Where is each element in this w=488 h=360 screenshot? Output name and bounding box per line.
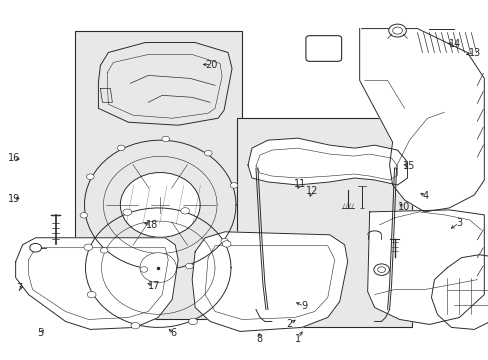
Bar [237,118,411,328]
Circle shape [188,318,197,325]
FancyBboxPatch shape [305,36,341,61]
Bar [75,31,242,319]
Circle shape [30,243,41,252]
Circle shape [162,136,169,142]
Polygon shape [367,210,483,324]
Ellipse shape [140,253,176,283]
Text: 19: 19 [8,194,20,204]
Circle shape [230,183,237,188]
Circle shape [388,24,406,37]
Circle shape [204,150,212,156]
Text: 5: 5 [38,328,44,338]
Polygon shape [359,28,483,212]
Text: 10: 10 [398,202,410,212]
Polygon shape [16,238,178,329]
Circle shape [392,27,402,34]
Polygon shape [247,138,407,185]
Text: 16: 16 [8,153,20,163]
Circle shape [100,248,108,253]
Text: 4: 4 [422,191,428,201]
Text: 7: 7 [16,283,22,293]
Circle shape [377,267,385,273]
Text: 17: 17 [148,281,160,291]
Text: 15: 15 [402,161,415,171]
Circle shape [373,264,388,275]
Text: 12: 12 [305,186,317,197]
Circle shape [222,241,230,247]
Text: 2: 2 [285,319,292,329]
Text: 13: 13 [468,48,480,58]
Text: 9: 9 [300,301,306,311]
Circle shape [140,267,147,272]
Text: 11: 11 [293,179,305,189]
Circle shape [84,244,92,251]
Circle shape [87,292,96,298]
Circle shape [181,208,189,214]
Circle shape [80,212,87,218]
Text: 14: 14 [448,40,460,49]
Circle shape [221,238,228,244]
Polygon shape [430,255,488,329]
Circle shape [117,145,125,151]
Text: 3: 3 [455,218,461,228]
Circle shape [86,174,94,180]
Circle shape [122,209,131,215]
Circle shape [131,323,140,329]
Text: 18: 18 [145,220,158,230]
Circle shape [185,263,193,269]
Polygon shape [192,232,347,332]
Text: 1: 1 [294,333,301,343]
Text: 8: 8 [256,333,262,343]
Text: 6: 6 [170,328,177,338]
Ellipse shape [120,172,200,237]
Text: 20: 20 [205,59,217,69]
